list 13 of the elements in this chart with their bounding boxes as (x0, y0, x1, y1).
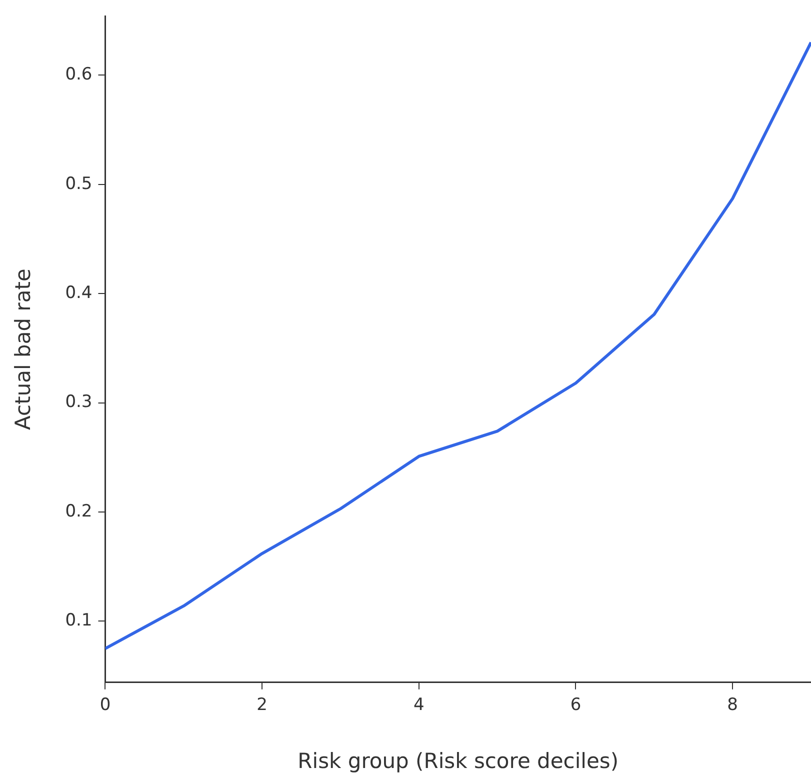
x-tick-label: 6 (570, 695, 582, 716)
y-tick-label: 0.4 (65, 283, 92, 304)
x-tick-label: 4 (413, 695, 424, 716)
x-tick-label: 2 (256, 695, 268, 716)
y-tick-label: 0.5 (65, 174, 92, 194)
y-tick-label: 0.6 (65, 64, 92, 85)
x-tick-label: 0 (100, 695, 111, 716)
y-axis-title: Actual bad rate (11, 268, 36, 430)
y-tick-label: 0.2 (65, 501, 92, 522)
y-tick-label: 0.3 (65, 392, 92, 412)
x-tick-label: 8 (727, 695, 738, 716)
y-tick-label: 0.1 (65, 610, 92, 631)
x-axis-title: Risk group (Risk score deciles) (298, 748, 619, 773)
